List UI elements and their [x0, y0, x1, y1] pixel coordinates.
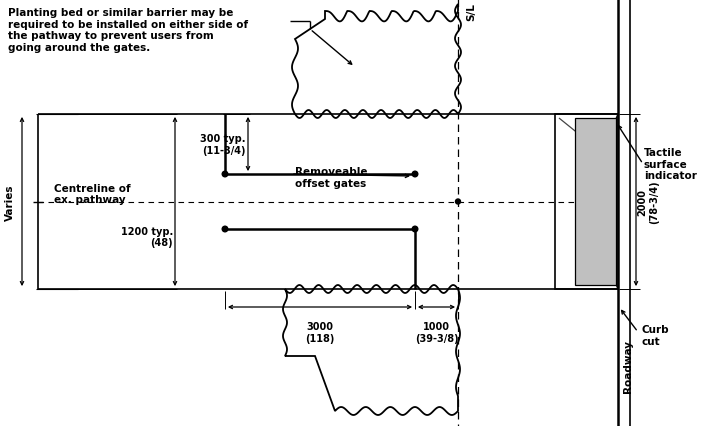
Text: Roadway: Roadway: [623, 340, 633, 393]
Text: 1200 typ.
(48): 1200 typ. (48): [121, 226, 173, 248]
Text: Tactile
surface
indicator: Tactile surface indicator: [644, 148, 697, 181]
Text: 1000
(39-3/8): 1000 (39-3/8): [415, 321, 458, 343]
Circle shape: [222, 172, 228, 177]
Text: 2000
(78-3/4): 2000 (78-3/4): [637, 180, 659, 224]
Circle shape: [222, 227, 228, 232]
Text: 300 typ.
(11-3/4): 300 typ. (11-3/4): [200, 134, 246, 155]
Circle shape: [412, 227, 418, 232]
Bar: [575, 119, 616, 285]
Text: S/L: S/L: [466, 3, 476, 21]
Text: Centreline of
ex. pathway: Centreline of ex. pathway: [54, 183, 130, 205]
Text: Removeable
offset gates: Removeable offset gates: [295, 167, 367, 188]
Text: Curb
cut: Curb cut: [642, 324, 669, 346]
Bar: [555, 115, 618, 289]
Text: 3000
(118): 3000 (118): [306, 321, 334, 343]
Circle shape: [456, 199, 461, 204]
Text: Varies: Varies: [5, 184, 15, 220]
Circle shape: [412, 172, 418, 177]
Text: Planting bed or similar barrier may be
required to be installed on either side o: Planting bed or similar barrier may be r…: [8, 8, 248, 53]
